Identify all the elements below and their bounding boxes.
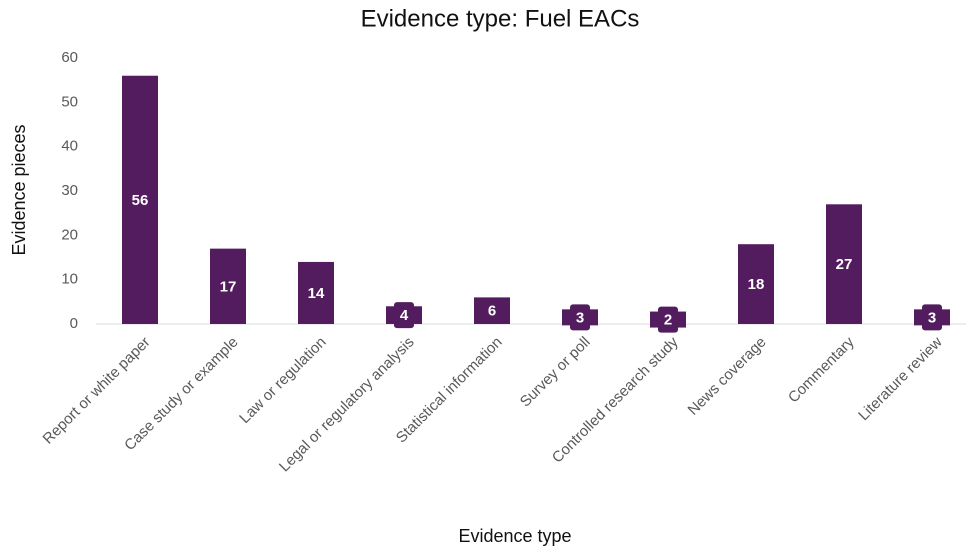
bar — [474, 297, 510, 324]
value-label: 2 — [664, 312, 672, 329]
value-label: 4 — [400, 307, 409, 324]
y-tick-label: 0 — [70, 315, 78, 332]
bar — [738, 244, 774, 324]
y-tick-label: 50 — [61, 93, 78, 110]
bar — [210, 248, 246, 324]
chart-title: Evidence type: Fuel EACs — [361, 5, 640, 32]
y-tick-label: 30 — [61, 182, 78, 199]
x-axis-title: Evidence type — [458, 526, 571, 546]
y-axis-title: Evidence pieces — [9, 124, 29, 255]
value-label: 27 — [836, 256, 853, 273]
value-label-box — [922, 304, 942, 331]
y-tick-label: 40 — [61, 138, 78, 155]
value-label: 56 — [132, 192, 149, 209]
value-label: 3 — [576, 309, 584, 326]
x-tick-label: Law or regulation — [236, 334, 329, 427]
y-tick-label: 60 — [61, 49, 78, 66]
x-tick-label: Commentary — [785, 333, 858, 406]
value-label: 6 — [488, 303, 496, 320]
value-label: 18 — [748, 276, 765, 293]
x-tick-label: Literature review — [855, 334, 946, 425]
x-tick-label: Survey or poll — [517, 334, 594, 411]
value-label-box — [658, 306, 678, 333]
value-label-box — [570, 304, 590, 331]
value-label: 3 — [928, 309, 936, 326]
value-label: 14 — [308, 285, 325, 302]
x-tick-label: News coverage — [685, 334, 770, 419]
value-label-box — [394, 302, 414, 329]
y-tick-label: 10 — [61, 271, 78, 288]
bar — [298, 261, 334, 324]
y-tick-label: 20 — [61, 226, 78, 243]
bar — [826, 204, 862, 324]
value-label: 17 — [220, 278, 237, 295]
bar — [122, 75, 158, 324]
